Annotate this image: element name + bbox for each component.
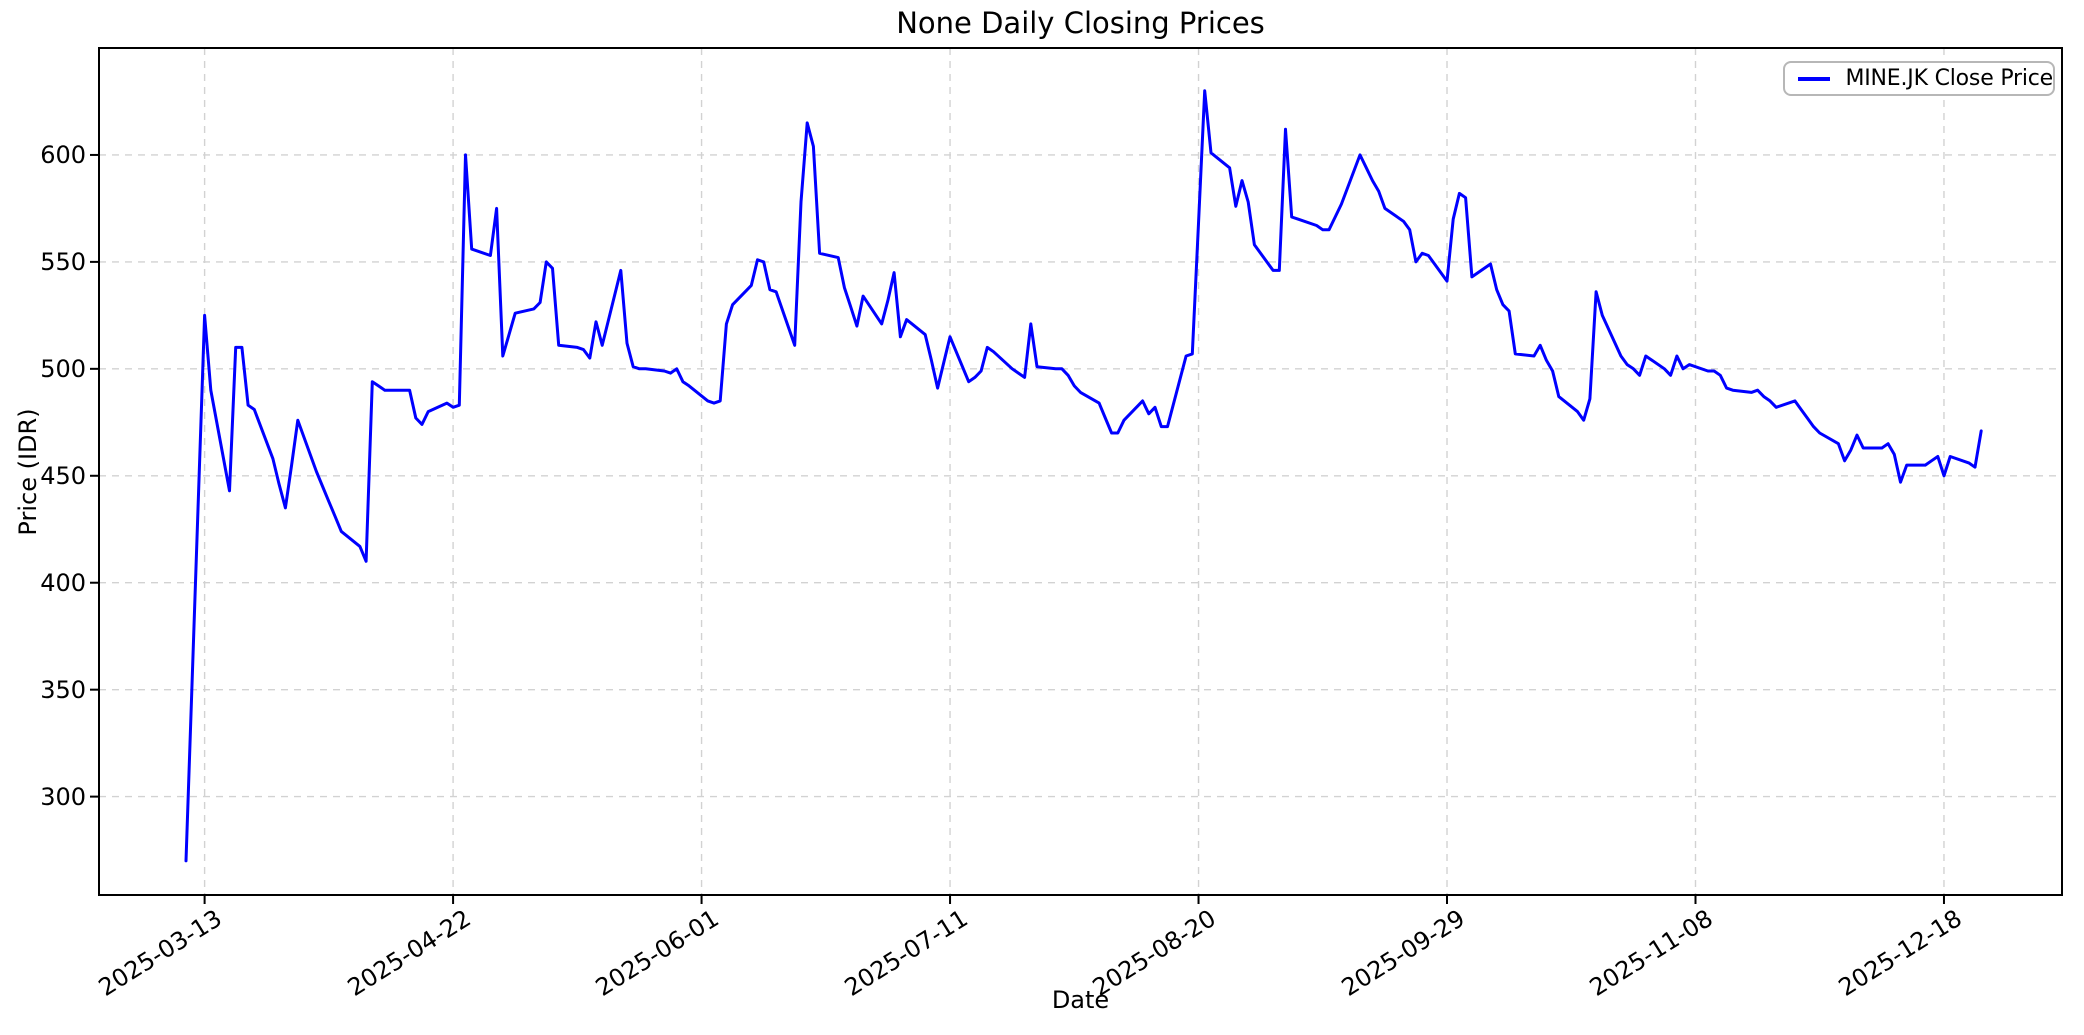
legend-label: MINE.JK Close Price <box>1845 66 2053 91</box>
y-tick-label: 350 <box>40 675 86 704</box>
axes-box <box>98 47 2063 896</box>
y-tick-label: 400 <box>40 568 86 597</box>
y-tick-label: 500 <box>40 354 86 383</box>
y-tick-label: 550 <box>40 247 86 276</box>
x-axis-label: Date <box>1051 986 1110 1014</box>
y-tick-label: 600 <box>40 140 86 169</box>
y-tick-label: 300 <box>40 782 86 811</box>
legend-line-sample-icon <box>1798 76 1831 81</box>
legend: MINE.JK Close Price <box>1783 61 2055 96</box>
y-tick-label: 450 <box>40 461 86 490</box>
close-price-line <box>184 89 1983 863</box>
chart-title: None Daily Closing Prices <box>896 6 1265 40</box>
